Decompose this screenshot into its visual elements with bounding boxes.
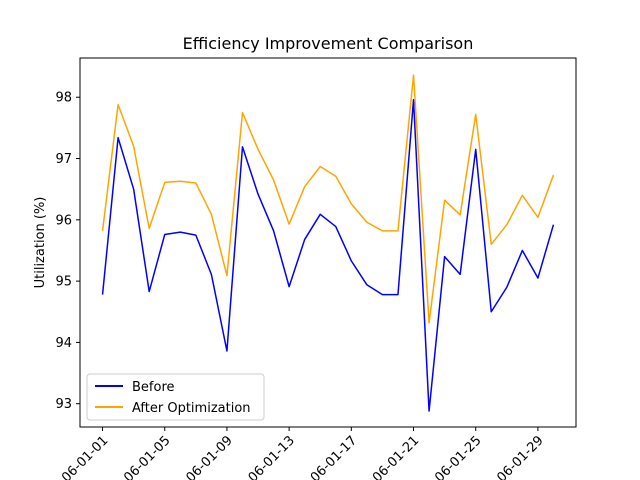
legend: Before After Optimization bbox=[86, 373, 265, 421]
y-axis-label: Utilization (%) bbox=[33, 197, 48, 289]
plot-frame bbox=[79, 57, 577, 428]
legend-label-before: Before bbox=[132, 380, 175, 395]
y-tick-label: 97 bbox=[55, 152, 72, 167]
series-line-before bbox=[101, 98, 555, 412]
plot-area bbox=[80, 58, 576, 427]
y-tick-label: 98 bbox=[55, 91, 72, 106]
legend-label-after-optimization: After Optimization bbox=[132, 401, 251, 416]
y-axis-ticks: 93 94 95 96 97 98 bbox=[55, 91, 80, 412]
y-tick-label: 94 bbox=[55, 336, 72, 351]
series-line-after-optimization bbox=[101, 74, 555, 324]
y-tick-label: 96 bbox=[55, 213, 72, 228]
y-tick-label: 93 bbox=[55, 397, 72, 412]
legend-box bbox=[86, 373, 265, 421]
y-tick-label: 95 bbox=[55, 275, 72, 290]
series-layer bbox=[101, 74, 555, 412]
chart-title: Efficiency Improvement Comparison bbox=[183, 34, 474, 53]
